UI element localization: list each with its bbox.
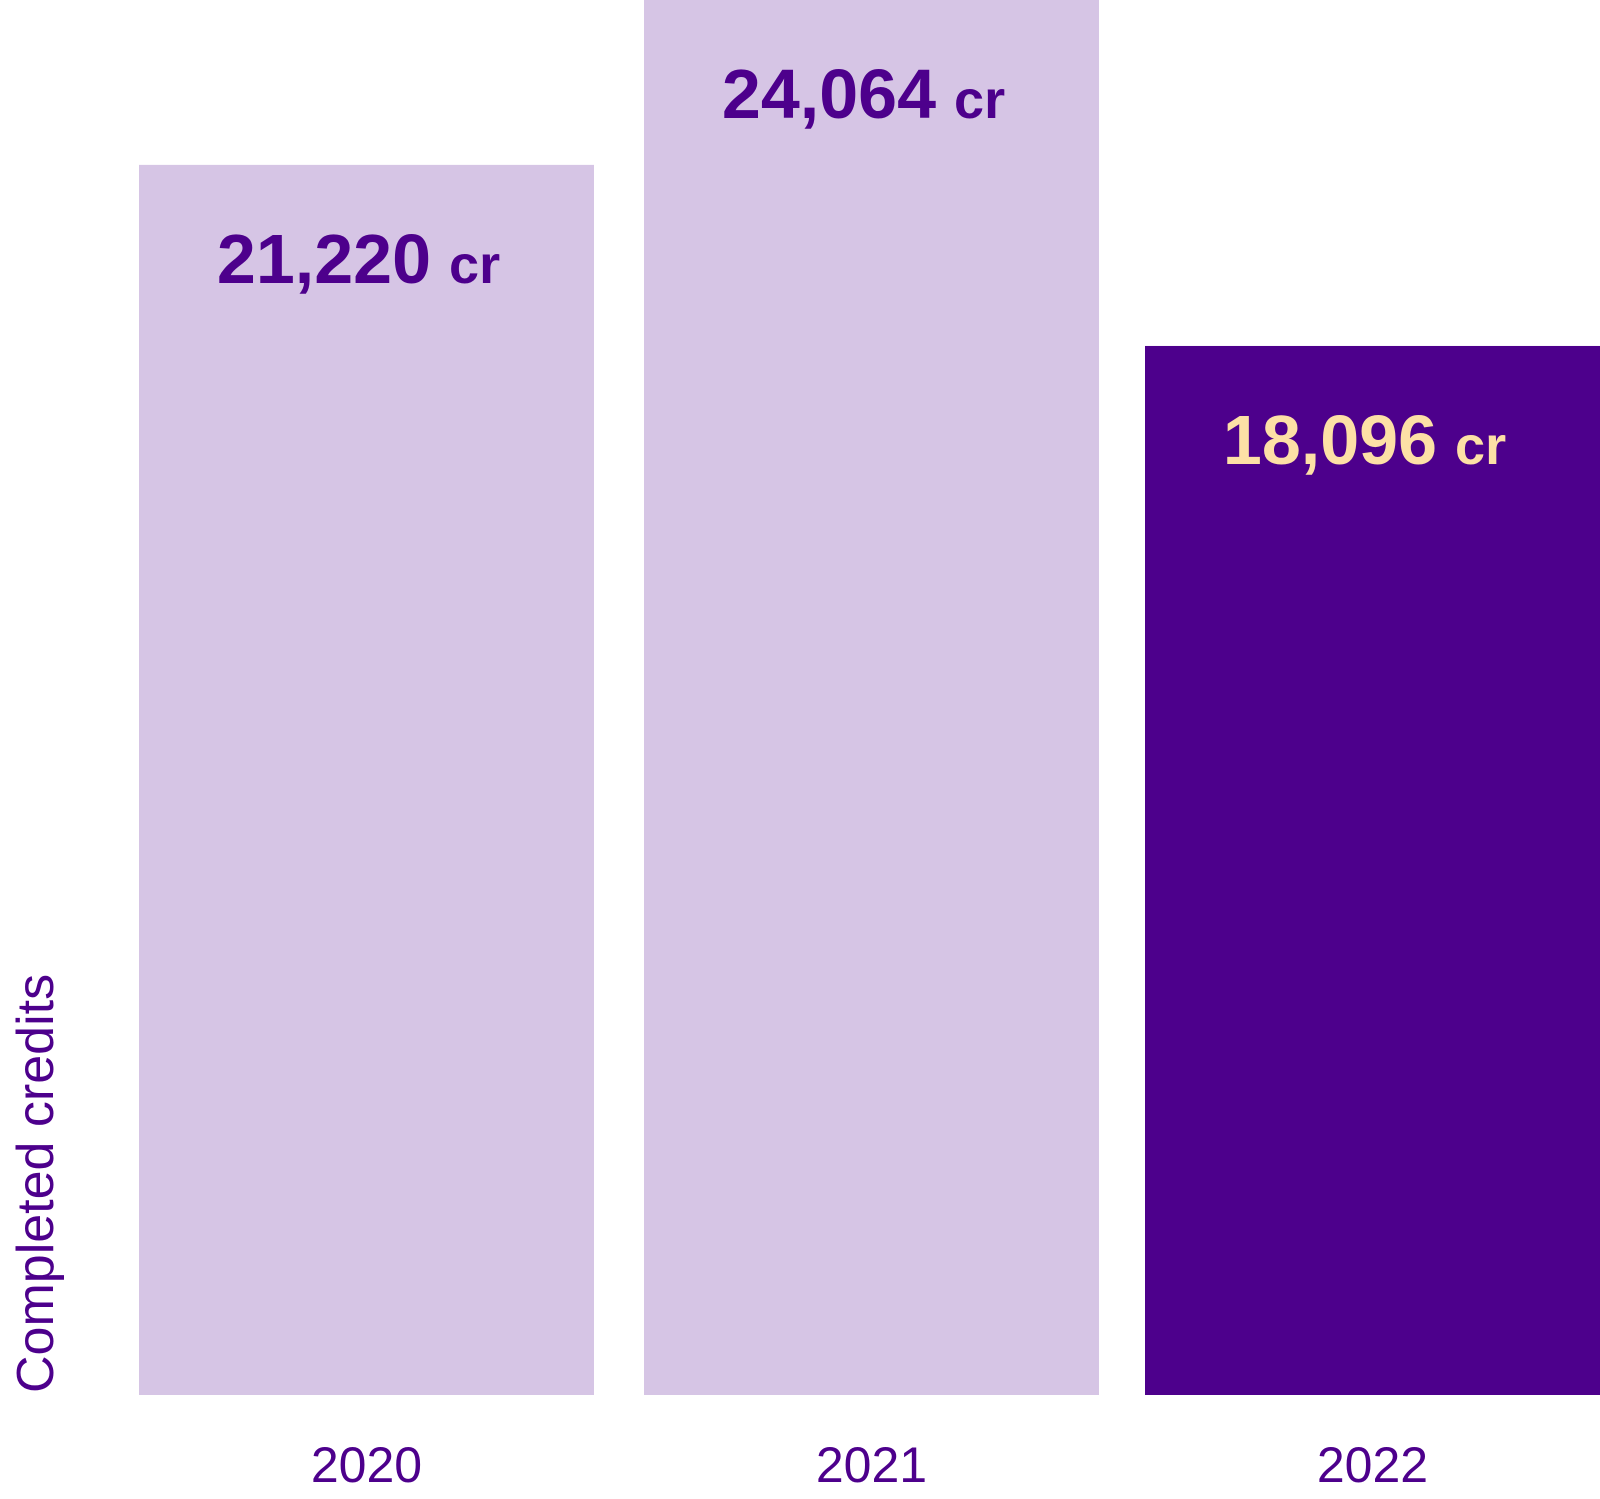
value-label-number: 21,220 xyxy=(217,220,431,298)
value-label-2021: 24,064 cr xyxy=(722,55,1005,133)
y-axis-label: Completed credits xyxy=(7,974,65,1393)
x-tick-label-2022: 2022 xyxy=(1317,1437,1428,1493)
value-label-unit: cr xyxy=(1455,416,1506,476)
bar-2022 xyxy=(1145,345,1600,1395)
x-tick-label-2020: 2020 xyxy=(311,1437,422,1493)
value-label-unit: cr xyxy=(449,235,500,295)
value-label-2022: 18,096 cr xyxy=(1223,401,1506,479)
value-label-number: 24,064 xyxy=(722,55,936,133)
bar-2021 xyxy=(644,0,1099,1395)
bar-2020 xyxy=(139,164,594,1395)
value-label-number: 18,096 xyxy=(1223,401,1437,479)
x-tick-labels-layer: 2020 2021 2022 xyxy=(311,1437,1428,1493)
value-label-2020: 21,220 cr xyxy=(217,220,500,298)
value-labels-layer: 21,220 cr 24,064 cr 18,096 cr xyxy=(217,55,1506,479)
value-label-unit: cr xyxy=(954,70,1005,130)
x-tick-label-2021: 2021 xyxy=(816,1437,927,1493)
bars-layer xyxy=(139,0,1600,1395)
